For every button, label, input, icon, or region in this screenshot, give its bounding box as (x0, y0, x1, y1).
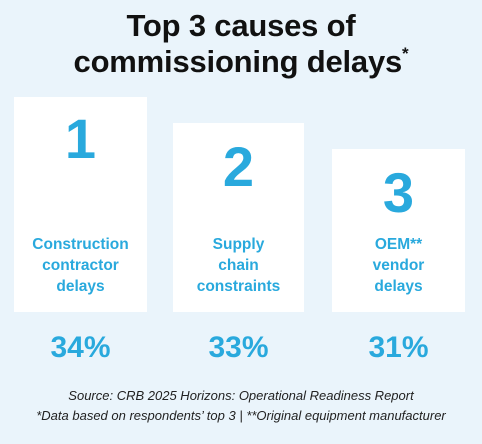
cause-percent-2: 33% (208, 331, 269, 364)
cause-label-3-line-1: OEM** (374, 236, 423, 253)
cause-card-1: 1 Construction contractor delays (14, 97, 147, 312)
cause-label-1-line-3: delays (56, 278, 105, 295)
cause-rank-2: 2 (222, 135, 255, 198)
cause-label-1-line-2: contractor (42, 257, 119, 274)
cause-label-3: OEM** vendor delays (332, 234, 465, 297)
data-notes-footnote: *Data based on respondents’ top 3 | **Or… (36, 408, 446, 423)
title-line-2-text: commissioning delays (73, 44, 403, 79)
cause-label-3-line-3: delays (374, 278, 423, 295)
title-line-2: commissioning delays* (0, 44, 482, 80)
cause-label-3-line-2: vendor (372, 257, 425, 274)
cause-card-2: 2 Supply chain constraints (173, 123, 304, 312)
cause-label-2-line-2: chain (218, 257, 259, 274)
cause-percent-3: 31% (368, 331, 429, 364)
cause-label-1: Construction contractor delays (14, 234, 147, 297)
cause-rank-1: 1 (64, 107, 97, 170)
cause-label-2: Supply chain constraints (173, 234, 304, 297)
cause-percent-1: 34% (50, 331, 111, 364)
title-line-1: Top 3 causes of (126, 8, 356, 43)
cause-label-1-line-1: Construction (32, 236, 129, 253)
cause-label-2-line-3: constraints (196, 278, 281, 295)
cause-label-2-line-1: Supply (212, 236, 265, 253)
cause-rank-3: 3 (382, 161, 415, 224)
source-footnote: Source: CRB 2025 Horizons: Operational R… (68, 388, 414, 403)
cause-card-3: 3 OEM** vendor delays (332, 149, 465, 312)
title-footnote-marker: * (402, 43, 409, 63)
infographic-title: Top 3 causes of commissioning delays* (0, 8, 482, 80)
